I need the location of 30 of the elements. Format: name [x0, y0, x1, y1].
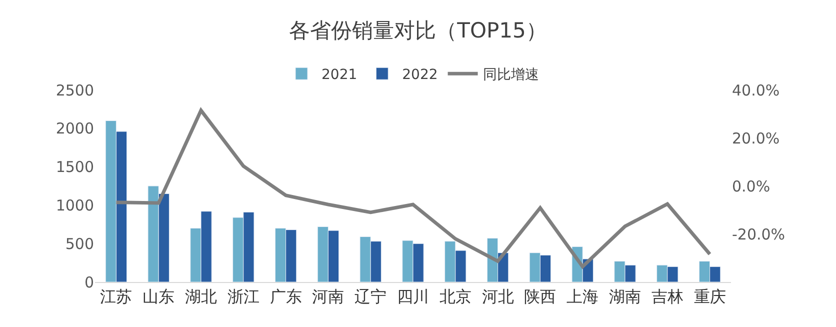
y-tick-label: 2500: [56, 81, 94, 100]
y2-tick-label: -20.0%: [732, 225, 786, 244]
y-tick-label: 500: [65, 234, 94, 253]
x-tick-label: 重庆: [694, 287, 726, 306]
y2-tick-label: 40.0%: [732, 81, 780, 100]
x-tick-label: 广东: [270, 287, 302, 306]
y2-tick-label: 20.0%: [732, 129, 780, 148]
x-tick-label: 河北: [482, 287, 514, 306]
chart-title: 各省份销量对比（TOP15）: [289, 18, 547, 43]
y-tick-label: 1000: [56, 196, 94, 214]
x-tick-label: 陕西: [524, 287, 556, 306]
y2-tick-label: 0.0%: [732, 177, 770, 196]
y-tick-label: 0: [84, 273, 94, 292]
x-tick-label: 河南: [312, 287, 344, 306]
legend-label: 2022: [402, 67, 438, 84]
x-tick-label: 浙江: [227, 287, 260, 306]
x-tick-label: 辽宁: [354, 287, 387, 306]
x-tick-label: 湖北: [185, 287, 217, 306]
legend-label: 2021: [322, 67, 358, 84]
x-tick-label: 吉林: [651, 287, 684, 306]
x-tick-label: 湖南: [609, 287, 641, 306]
x-tick-label: 上海: [566, 287, 599, 306]
x-tick-label: 北京: [439, 287, 472, 306]
legend-label: 同比增速: [482, 67, 539, 84]
y-tick-label: 2000: [56, 120, 94, 138]
x-tick-label: 山东: [142, 287, 175, 306]
line-series: [114, 108, 712, 268]
x-tick-label: 四川: [397, 287, 429, 306]
x-tick-label: 江苏: [100, 287, 132, 306]
y-tick-label: 1500: [56, 158, 94, 176]
